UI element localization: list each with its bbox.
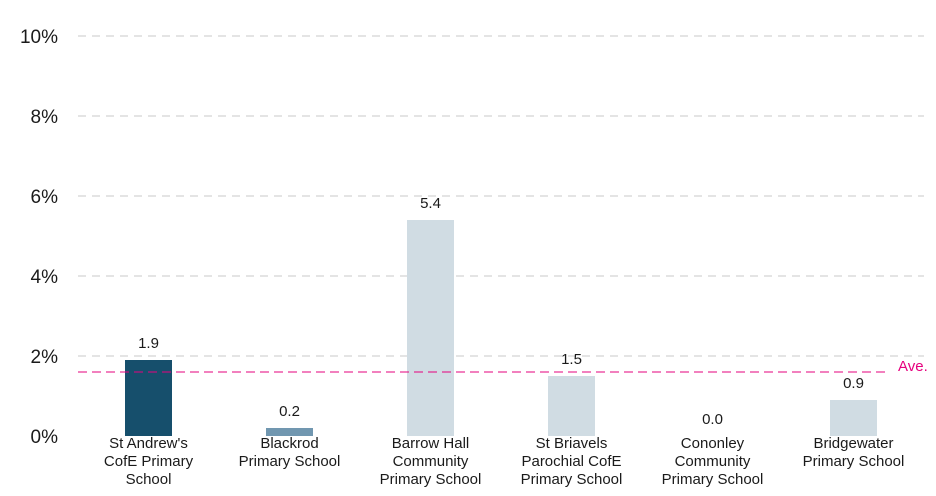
x-tick-label-line: Cononley — [681, 435, 745, 452]
average-line-group: Ave. — [78, 358, 928, 375]
data-label: 0.0 — [702, 411, 723, 428]
x-tick-label-line: Bridgewater — [813, 435, 893, 452]
data-label: 0.2 — [279, 403, 300, 420]
x-tick-label: St Andrew's CofE Primary School — [104, 435, 194, 488]
bar — [548, 376, 595, 436]
y-tick-label: 0% — [31, 427, 59, 448]
bar — [830, 400, 877, 436]
x-tick-label-line: Barrow Hall — [392, 435, 470, 452]
x-tick-label: Cononley Community Primary School — [662, 435, 764, 488]
y-tick-label: 4% — [31, 267, 59, 288]
bars — [125, 220, 877, 436]
y-axis-ticks: 0% 2% 4% 6% 8% 10% — [20, 27, 58, 448]
x-tick-label-line: Primary School — [380, 471, 482, 488]
bar — [266, 428, 313, 436]
bar — [125, 360, 172, 436]
data-label: 0.9 — [843, 375, 864, 392]
x-tick-label-line: Primary School — [662, 471, 764, 488]
y-tick-label: 2% — [31, 347, 59, 368]
y-tick-label: 10% — [20, 27, 58, 48]
bar — [407, 220, 454, 436]
x-tick-label-line: School — [126, 471, 172, 488]
data-labels: 1.9 0.2 5.4 1.5 0.0 0.9 — [138, 195, 864, 428]
y-tick-label: 8% — [31, 107, 59, 128]
x-tick-label: Bridgewater Primary School — [803, 435, 905, 470]
x-tick-label: Blackrod Primary School — [239, 435, 341, 470]
x-tick-label-line: CofE Primary — [104, 453, 194, 470]
data-label: 1.5 — [561, 351, 582, 368]
gridlines — [78, 35, 924, 357]
data-label: 5.4 — [420, 195, 441, 212]
x-tick-label-line: Parochial CofE — [521, 453, 621, 470]
x-tick-label-line: St Briavels — [536, 435, 608, 452]
y-tick-label: 6% — [31, 187, 59, 208]
x-tick-label-line: Primary School — [239, 453, 341, 470]
x-tick-label-line: Primary School — [803, 453, 905, 470]
data-label: 1.9 — [138, 335, 159, 352]
x-tick-label-line: Blackrod — [260, 435, 318, 452]
x-tick-label-line: St Andrew's — [109, 435, 188, 452]
average-label: Ave. — [898, 358, 928, 375]
x-tick-label-line: Community — [675, 453, 751, 470]
x-tick-label-line: Community — [393, 453, 469, 470]
x-tick-label: St Briavels Parochial CofE Primary School — [521, 435, 623, 488]
x-tick-label-line: Primary School — [521, 471, 623, 488]
x-tick-label: Barrow Hall Community Primary School — [380, 435, 482, 488]
